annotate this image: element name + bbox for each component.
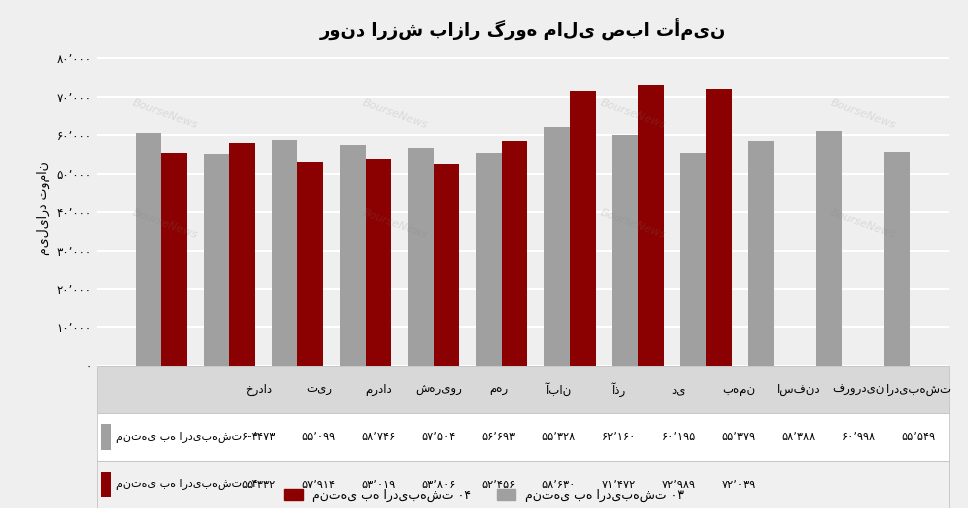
Bar [706,89,732,366]
FancyBboxPatch shape [101,472,111,497]
Text: BourseNews: BourseNews [599,98,668,130]
Text: BourseNews: BourseNews [599,208,668,240]
Bar [162,153,187,366]
Text: فروردین: فروردین [832,383,885,396]
Bar [884,152,910,366]
Text: ۵۵٬۰۹۹: ۵۵٬۰۹۹ [302,432,336,442]
Text: ۵۵٬۳۲۸: ۵۵٬۳۲۸ [542,432,576,442]
Text: تیر: تیر [306,383,332,396]
Bar [229,143,256,366]
Legend: منتهی به اردیبهشت ۰۴, منتهی به اردیبهشت ۰۳: منتهی به اردیبهشت ۰۴, منتهی به اردیبهشت … [279,484,689,507]
Bar [638,85,664,366]
FancyBboxPatch shape [101,424,111,450]
Text: ۵۳٬۰۱۹: ۵۳٬۰۱۹ [362,480,396,490]
Bar [680,153,706,366]
Bar [501,141,528,366]
Text: ۵۷٬۵۰۴: ۵۷٬۵۰۴ [422,432,456,442]
Text: آذر: آذر [612,382,626,397]
Bar [544,127,570,366]
Text: دی: دی [672,383,686,396]
Text: ۷۱٬۴۷۲: ۷۱٬۴۷۲ [601,480,636,490]
Text: ۵۷٬۹۱۴: ۵۷٬۹۱۴ [302,480,336,490]
Text: ۶۰٬۱۹۵: ۶۰٬۱۹۵ [661,432,696,442]
Text: ۵۶٬۶۹۳: ۵۶٬۶۹۳ [482,432,516,442]
Text: ۵۵٬۳۷۹: ۵۵٬۳۷۹ [721,432,756,442]
Text: BourseNews: BourseNews [361,208,429,240]
Text: ۵۲٬۴۵۶: ۵۲٬۴۵۶ [482,480,516,490]
Text: اسفند: اسفند [777,383,821,396]
Text: ۵۳٬۸۰۶: ۵۳٬۸۰۶ [422,480,456,490]
Text: بهمن: بهمن [722,383,755,396]
Bar [434,164,460,366]
Text: ۶۰٬۹۹۸: ۶۰٬۹۹۸ [841,432,876,442]
FancyBboxPatch shape [97,461,949,508]
Text: ۵۵٬۳۳۲: ۵۵٬۳۳۲ [242,480,276,490]
Bar [297,162,323,366]
Bar [340,145,366,366]
Title: روند ارزش بازار گروه مالی صبا تأمین: روند ارزش بازار گروه مالی صبا تأمین [319,19,726,41]
Text: مرداد: مرداد [365,383,392,396]
Text: BourseNews: BourseNews [830,208,897,240]
Text: ۵۸٬۶۳۰: ۵۸٬۶۳۰ [541,480,576,490]
Bar [203,154,229,366]
Text: شهریور: شهریور [415,383,462,396]
Text: ۷۲٬۹۸۹: ۷۲٬۹۸۹ [662,480,696,490]
Bar [475,153,501,366]
Text: ۷۲٬۰۳۹: ۷۲٬۰۳۹ [721,480,756,490]
Bar [272,140,297,366]
Text: BourseNews: BourseNews [361,98,429,130]
Text: BourseNews: BourseNews [131,98,199,130]
Bar [408,148,434,366]
Text: منتهی به اردیبهشت ۰۳: منتهی به اردیبهشت ۰۳ [115,432,257,443]
Text: منتهی به اردیبهشت ۰۴: منتهی به اردیبهشت ۰۴ [115,479,257,490]
Text: ۵۸٬۷۴۶: ۵۸٬۷۴۶ [362,432,396,442]
Text: مهر: مهر [489,383,508,396]
Text: ۶۲٬۱۶۰: ۶۲٬۱۶۰ [601,432,636,442]
Y-axis label: میلیارد تومان: میلیارد تومان [37,162,50,255]
Text: BourseNews: BourseNews [830,98,897,130]
Text: ۵۸٬۳۸۸: ۵۸٬۳۸۸ [781,432,816,442]
Text: BourseNews: BourseNews [131,208,199,240]
Bar [748,142,773,366]
Text: ۶۰٬۴۷۳: ۶۰٬۴۷۳ [242,432,276,442]
Bar [366,159,391,366]
Bar [816,132,842,366]
FancyBboxPatch shape [97,366,949,414]
Text: خرداد: خرداد [245,383,272,396]
Bar [570,91,595,366]
Bar [612,135,638,366]
Text: ۵۵٬۵۴۹: ۵۵٬۵۴۹ [901,432,936,442]
FancyBboxPatch shape [97,414,949,461]
Text: اردیبهشت: اردیبهشت [886,383,952,396]
Bar [136,134,162,366]
Text: آبان: آبان [546,383,572,396]
